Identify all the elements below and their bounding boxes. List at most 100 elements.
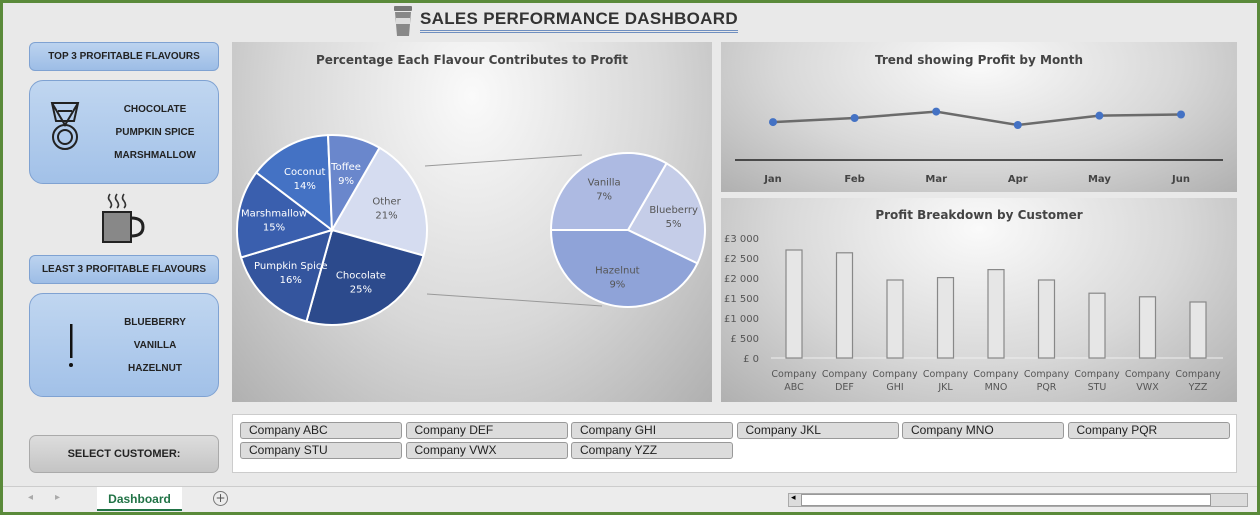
customer-slicer-item[interactable]: Company JKL [736, 422, 899, 439]
data-point [1177, 110, 1185, 119]
secondary-pie-value: 9% [609, 280, 625, 291]
x-tick-label: Apr [1008, 174, 1028, 185]
x-tick-label: STU [1088, 382, 1107, 393]
main-pie-label: Coconut [284, 167, 325, 178]
customer-slicer-item[interactable]: Company DEF [405, 422, 568, 439]
x-tick-label: MNO [985, 382, 1008, 393]
customer-slicer-item[interactable]: Company STU [240, 442, 402, 459]
page-title: SALES PERFORMANCE DASHBOARD [420, 9, 738, 33]
line-chart-title: Trend showing Profit by Month [874, 53, 1084, 67]
main-pie-slice [239, 228, 334, 323]
bar [886, 279, 904, 359]
bar [1088, 292, 1106, 359]
main-pie-slice [254, 134, 334, 233]
x-tick-label: Company [1125, 369, 1171, 380]
x-tick-label: PQR [1037, 382, 1057, 393]
y-tick-label: £2 500 [724, 254, 759, 265]
connector-line [426, 293, 603, 307]
y-tick-label: £ 0 [743, 354, 759, 365]
pie-chart-title: Percentage Each Flavour Contributes to P… [315, 53, 629, 67]
x-tick-label: Company [923, 369, 969, 380]
top-flavours-card: CHOCOLATE PUMPKIN SPICE MARSHMALLOW [29, 80, 219, 184]
x-tick-label: VWX [1136, 382, 1159, 393]
main-pie-value: 15% [263, 223, 285, 234]
pie-chart: Other 21% Chocolate 25% Pumpkin Spice 16% Mars… [236, 134, 706, 326]
x-tick-label: Mar [925, 174, 947, 185]
customer-slicer-item[interactable]: Company GHI [571, 422, 733, 439]
x-tick-label: Company [771, 369, 817, 380]
customer-slicer: Company ABC Company DEF Company GHI Company… [232, 414, 1237, 473]
main-pie-value: 21% [375, 211, 397, 222]
tab-dashboard[interactable]: Dashboard [97, 487, 182, 511]
bar [1138, 296, 1157, 359]
line-chart: Jan Feb Mar Apr May Jun [735, 107, 1223, 185]
main-pie-label: Other [372, 197, 401, 208]
secondary-pie-value: 7% [596, 192, 612, 203]
y-tick-label: £3 000 [724, 234, 759, 245]
bar-chart-panel: Profit Breakdown by Customer £ 0 £ 500 £1 … [721, 198, 1237, 402]
tab-scroll-right-icon[interactable]: ▸ [55, 492, 61, 503]
customer-slicer-item[interactable]: Company MNO [902, 422, 1064, 439]
x-tick-label: ABC [784, 382, 804, 393]
x-tick-label: May [1088, 174, 1111, 185]
main-pie-value: 14% [294, 181, 316, 192]
y-tick-label: £ 500 [730, 334, 759, 345]
least-flavours-card: BLUEBERRY VANILLA HAZELNUT [29, 293, 219, 397]
tab-scroll-left-icon[interactable]: ◂ [28, 492, 34, 503]
main-pie-label: Chocolate [336, 270, 386, 281]
x-tick-label: Company [1024, 369, 1070, 380]
x-tick-label: Jun [1171, 174, 1190, 185]
main-pie-label: Marshmallow [241, 209, 307, 220]
coffee-cup-icon [394, 6, 412, 36]
y-tick-label: £1 500 [724, 294, 759, 305]
profit-line [772, 110, 1182, 127]
select-customer-label: SELECT CUSTOMER: [29, 435, 219, 473]
least-flavours-label: LEAST 3 PROFITABLE FLAVOURS [29, 255, 219, 284]
main-pie-slice [305, 228, 425, 326]
x-tick-label: DEF [835, 382, 854, 393]
x-tick-label: Jan [763, 174, 782, 185]
bar [835, 252, 854, 359]
top-flavour-1: CHOCOLATE [123, 103, 187, 115]
bar [1037, 279, 1056, 359]
main-pie-label: Toffee [330, 162, 361, 173]
main-pie-label: Pumpkin Spice [254, 261, 328, 272]
x-tick-label: Company [1175, 369, 1221, 380]
least-flavour-3: HAZELNUT [128, 362, 182, 374]
main-pie-value: 25% [350, 284, 372, 295]
secondary-pie-label: Blueberry [649, 205, 698, 216]
x-tick-label: Company [872, 369, 918, 380]
add-sheet-icon[interactable]: + [213, 491, 228, 506]
main-pie-slice [330, 146, 428, 257]
top-flavours-label: TOP 3 PROFITABLE FLAVOURS [29, 42, 219, 71]
secondary-pie-slice [549, 229, 699, 308]
customer-slicer-item[interactable]: Company VWX [405, 442, 568, 459]
y-tick-label: £2 000 [724, 274, 759, 285]
customer-slicer-item[interactable]: Company YZZ [571, 442, 733, 459]
secondary-pie-slice [549, 152, 668, 231]
data-point [769, 118, 777, 127]
bar [936, 276, 955, 359]
customer-slicer-item[interactable]: Company ABC [240, 422, 402, 439]
top-flavour-2: PUMPKIN SPICE [115, 126, 195, 138]
x-tick-label: Company [822, 369, 868, 380]
bar-chart-title: Profit Breakdown by Customer [875, 208, 1083, 222]
dashboard-header: SALES PERFORMANCE DASHBOARD [392, 4, 738, 38]
connector-line [424, 154, 583, 167]
least-flavour-2: VANILLA [133, 339, 177, 351]
exclamation-icon [69, 324, 73, 367]
data-point [932, 107, 941, 116]
secondary-pie-label: Vanilla [588, 178, 621, 189]
bar [785, 249, 803, 359]
customer-slicer-item[interactable]: Company PQR [1067, 422, 1230, 439]
x-tick-label: Company [1074, 369, 1120, 380]
x-tick-label: Company [973, 369, 1019, 380]
medal-icon [50, 102, 80, 150]
horizontal-scrollbar[interactable]: ◂ [788, 493, 1248, 507]
sheet-tab-bar: ◂ ▸ Dashboard + ◂ [3, 486, 1257, 512]
top-flavour-3: MARSHMALLOW [114, 149, 196, 161]
y-tick-label: £1 000 [724, 314, 759, 325]
x-tick-label: GHI [886, 382, 903, 393]
data-point [1013, 121, 1022, 129]
bar [987, 268, 1005, 359]
